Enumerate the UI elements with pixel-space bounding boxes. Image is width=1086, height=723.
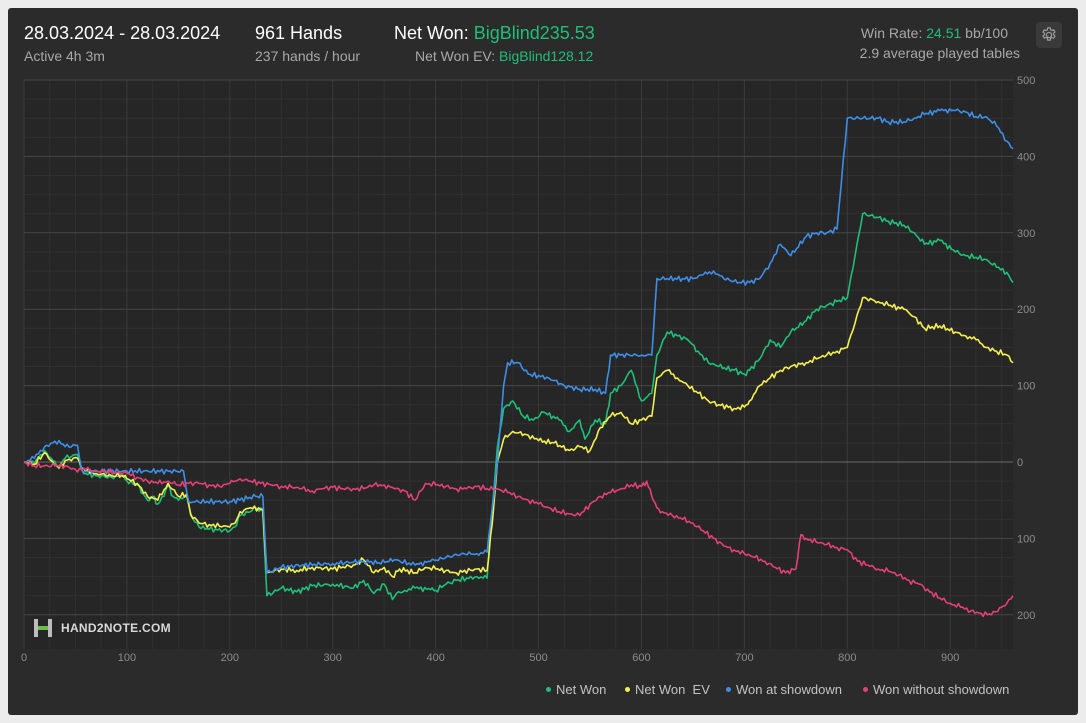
y-tick-label: 500 (1017, 75, 1035, 87)
y-tick-label: 300 (1017, 228, 1035, 240)
hand2note-logo: HAND2NOTE.COM (32, 617, 171, 639)
series-line-net-won-ev (23, 296, 1014, 578)
legend-dot (863, 687, 868, 692)
win-rate-label: Win Rate: (860, 25, 927, 41)
net-won-ev-label: Net Won EV: (415, 48, 500, 64)
y-tick-label: 0 (1017, 457, 1023, 469)
chart-panel: 28.03.2024 - 28.03.2024 Active 4h 3m 961… (8, 8, 1078, 715)
chart-series (23, 108, 1014, 618)
chart-grid (23, 79, 1013, 649)
series-line-won-at-showdown (23, 108, 1014, 574)
legend-dot (625, 687, 630, 692)
legend-item-net-won-ev[interactable]: Net Won EV (625, 682, 710, 697)
legend-label: Won at showdown (736, 682, 842, 697)
x-tick-label: 0 (21, 652, 27, 664)
x-tick-label: 800 (838, 652, 856, 664)
net-won-chart: 200 100 0 100 200 300 400 500 0 100 200 300 400 500 60… (21, 75, 1035, 664)
hand2note-logo-icon (34, 619, 52, 637)
win-rate-stat: Win Rate: 24.51 bb/100 (861, 25, 1008, 41)
x-tick-label: 500 (529, 652, 547, 664)
logo-text: HAND2NOTE.COM (61, 621, 171, 635)
y-tick-label: 200 (1017, 304, 1035, 316)
legend-label: Won without showdown (873, 682, 1010, 697)
legend-dot (546, 687, 551, 692)
net-won-label: Net Won: (394, 23, 474, 43)
legend-label: Net Won EV (635, 682, 710, 697)
y-tick-label: 100 (1017, 381, 1035, 393)
win-rate-value: 24.51 (926, 25, 962, 41)
settings-button[interactable] (1036, 22, 1062, 48)
hands-per-hour: 237 hands / hour (255, 48, 361, 64)
gear-icon (1042, 27, 1056, 41)
legend-dot (726, 687, 731, 692)
chart-ticks: 200 100 0 100 200 300 400 500 0 100 200 300 400 500 60… (21, 75, 1035, 664)
y-tick-label: 200 (1017, 610, 1035, 622)
date-range: 28.03.2024 - 28.03.2024 (24, 23, 221, 43)
x-tick-label: 200 (221, 652, 239, 664)
series-line-won-without-showdown (23, 461, 1014, 618)
x-tick-label: 400 (426, 652, 444, 664)
x-tick-label: 600 (632, 652, 650, 664)
legend-item-net-won[interactable]: Net Won (546, 682, 606, 697)
legend-item-won-at-showdown[interactable]: Won at showdown (726, 682, 842, 697)
avg-tables: 2.9 average played tables (859, 45, 1020, 61)
x-tick-label: 300 (324, 652, 342, 664)
legend-item-won-without-showdown[interactable]: Won without showdown (863, 682, 1009, 697)
x-tick-label: 900 (941, 652, 959, 664)
net-won-value: BigBlind235.53 (473, 23, 595, 43)
legend-label: Net Won (556, 682, 607, 697)
win-rate-unit: bb/100 (961, 25, 1008, 41)
x-tick-label: 100 (118, 652, 136, 664)
plot-area (24, 80, 1013, 649)
y-tick-label: 400 (1017, 151, 1035, 163)
net-won-ev-value: BigBlind128.12 (499, 48, 594, 64)
net-won-ev-stat: Net Won EV: BigBlind128.12 (415, 48, 593, 64)
net-won-stat: Net Won: BigBlind235.53 (394, 23, 595, 44)
active-time: Active 4h 3m (24, 48, 105, 64)
y-tick-label: 100 (1017, 533, 1035, 545)
hands-count: 961 Hands (255, 23, 343, 43)
x-tick-label: 700 (735, 652, 753, 664)
